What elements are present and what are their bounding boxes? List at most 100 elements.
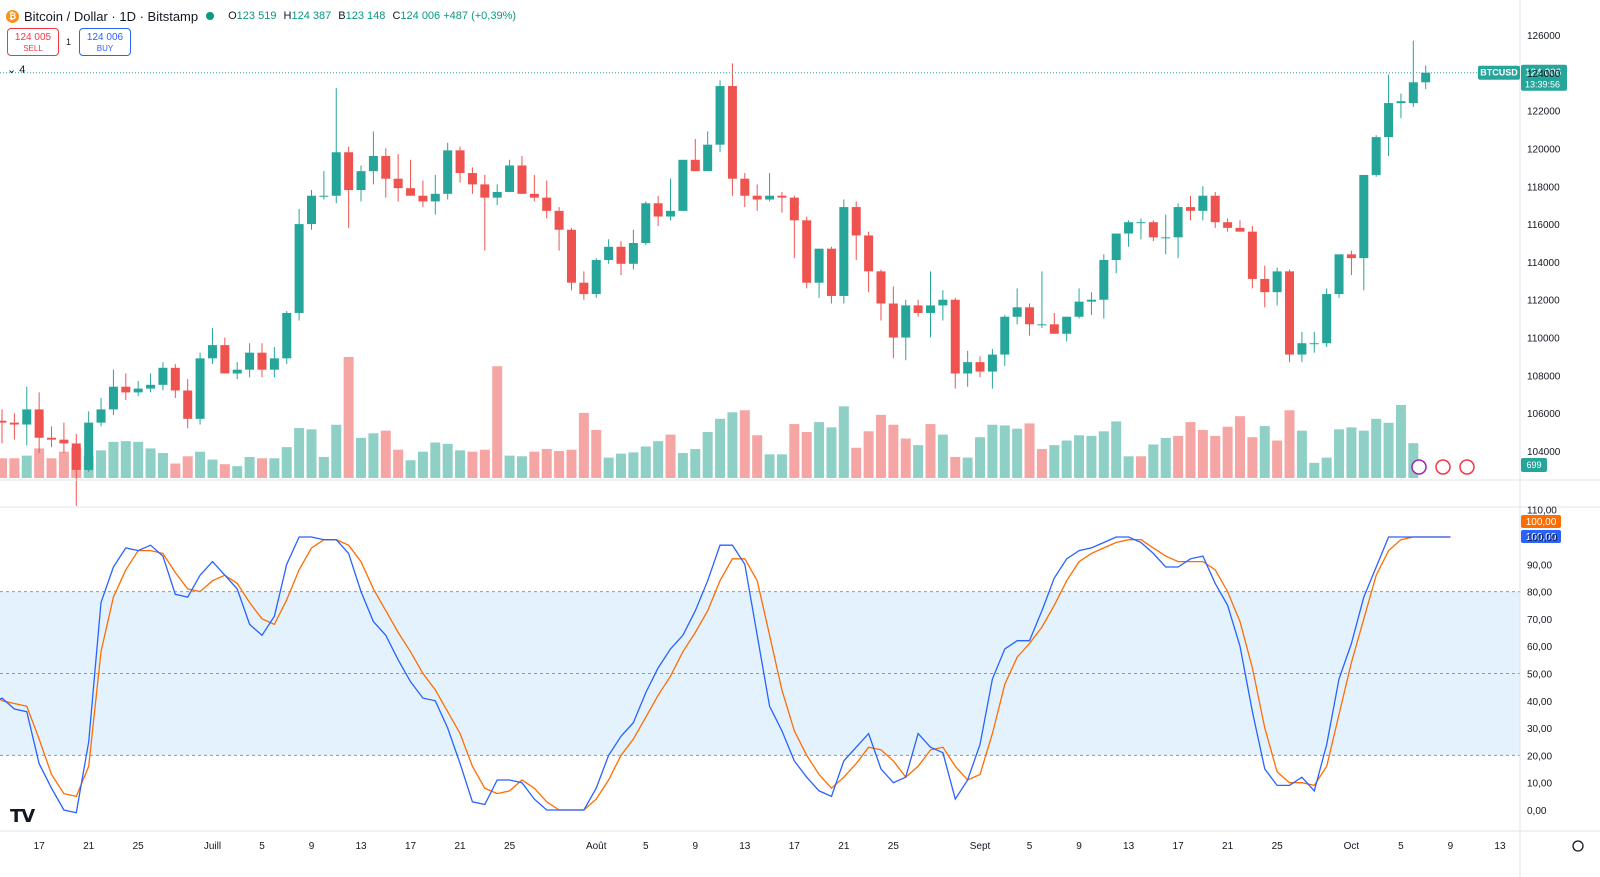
volume-bar: [1408, 443, 1419, 478]
candle-body: [703, 144, 713, 172]
candle-body: [282, 312, 292, 359]
candle-body: [1062, 316, 1072, 334]
buy-button[interactable]: 124 006 BUY: [79, 28, 131, 56]
volume-bar: [541, 449, 552, 478]
symbol-title[interactable]: Bitcoin / Dollar · 1D · Bitstamp: [24, 8, 199, 24]
volume-bar: [925, 424, 936, 478]
price-tick-label: 120000: [1527, 144, 1561, 155]
candle-body: [1198, 195, 1208, 211]
volume-bar: [913, 445, 924, 478]
candle-body: [356, 171, 366, 191]
tradingview-logo[interactable]: TV: [10, 806, 35, 827]
candle-body: [71, 443, 81, 470]
candle-body: [0, 420, 7, 423]
stoch-d-tag: 100,00: [1526, 517, 1557, 528]
candle-body: [876, 271, 886, 304]
volume-bar: [368, 433, 379, 478]
volume-bar: [269, 458, 280, 478]
volume-bar: [356, 437, 367, 478]
volume-bar: [442, 443, 453, 478]
open-value: 123 519: [236, 10, 277, 22]
candle-body: [765, 195, 775, 200]
candle-body: [467, 173, 477, 185]
time-tick-label: 5: [1398, 841, 1404, 852]
time-tick-label: 17: [789, 841, 801, 852]
volume-bar: [1383, 422, 1394, 478]
oscillator-tick-label: 110,00: [1527, 506, 1557, 517]
candle-body: [455, 150, 465, 174]
volume-bar: [937, 434, 948, 478]
candle-body: [1099, 260, 1109, 300]
candle-body: [1074, 301, 1084, 317]
time-tick-label: 13: [1494, 841, 1506, 852]
volume-bar: [789, 424, 800, 478]
candle-body: [108, 386, 118, 410]
candle-body: [1260, 278, 1270, 293]
candle-body: [183, 390, 193, 419]
oscillator-grid: [0, 591, 1520, 756]
volume-bar: [1395, 405, 1406, 478]
volume-bar: [1346, 427, 1357, 478]
candle-body: [368, 156, 378, 172]
volume-bar: [838, 406, 849, 478]
candle-body: [591, 260, 601, 295]
volume-bar: [863, 431, 874, 478]
candle-body: [926, 305, 935, 313]
price-tick-label: 114000: [1527, 258, 1560, 269]
candle-body: [690, 159, 700, 172]
candle-body: [1000, 316, 1010, 355]
time-tick-label: 5: [259, 841, 265, 852]
candle-body: [406, 188, 416, 196]
volume-bar: [343, 357, 354, 478]
volume-bar: [1296, 430, 1307, 478]
candle-body: [579, 282, 589, 295]
sell-label: SELL: [23, 44, 43, 53]
candle-body: [1148, 222, 1158, 238]
volume-bar: [46, 458, 57, 478]
volume-bar: [133, 441, 144, 478]
volume-bar: [1086, 435, 1097, 478]
market-open-icon: [206, 12, 215, 20]
candle-body: [1285, 271, 1295, 355]
time-tick-label: 21: [83, 841, 95, 852]
candle-body: [839, 207, 849, 296]
change-value: +487 (+0,39%): [443, 10, 517, 22]
time-tick-label: Oct: [1344, 841, 1360, 852]
volume-bar: [430, 442, 441, 478]
candle-body: [381, 156, 391, 179]
bar-countdown: 13:39:56: [1525, 80, 1560, 90]
economic-event-icon: [1435, 459, 1451, 475]
last-price-bg: [1521, 64, 1567, 91]
candle-body: [542, 197, 552, 211]
candle-body: [146, 384, 156, 389]
low-label: B: [338, 10, 346, 22]
open-label: O: [228, 10, 237, 22]
volume-bar: [455, 450, 466, 478]
oscillator-tick-label: 40,00: [1527, 697, 1552, 708]
oscillator-tick-label: 50,00: [1527, 670, 1552, 681]
candle-body: [1309, 343, 1319, 345]
oscillator-tick-label: 20,00: [1527, 751, 1552, 762]
price-tick-label: 108000: [1527, 371, 1561, 382]
candle-body: [1161, 237, 1171, 239]
volume-bar: [96, 450, 107, 478]
volume-bar: [318, 456, 329, 478]
indicators-toggle[interactable]: ⌄ 4: [7, 64, 26, 76]
low-value: 123 148: [345, 10, 386, 22]
volume-bar: [1222, 426, 1233, 478]
volume-bar: [665, 434, 676, 478]
dividend-flash-icon: [1411, 459, 1427, 475]
candle-body: [566, 229, 576, 283]
candle-body: [232, 369, 242, 374]
time-tick-label: Juill: [204, 841, 221, 852]
volume-bar: [1334, 429, 1345, 478]
oscillator-tick-label: 60,00: [1527, 642, 1552, 653]
candle-body: [1346, 254, 1356, 259]
time-tick-label: 17: [34, 841, 46, 852]
candle-body: [1297, 343, 1307, 355]
volume-bar: [1247, 437, 1258, 478]
candle-body: [195, 358, 205, 419]
sell-button[interactable]: 124 005 SELL: [7, 28, 59, 56]
volume-bar: [9, 458, 20, 478]
